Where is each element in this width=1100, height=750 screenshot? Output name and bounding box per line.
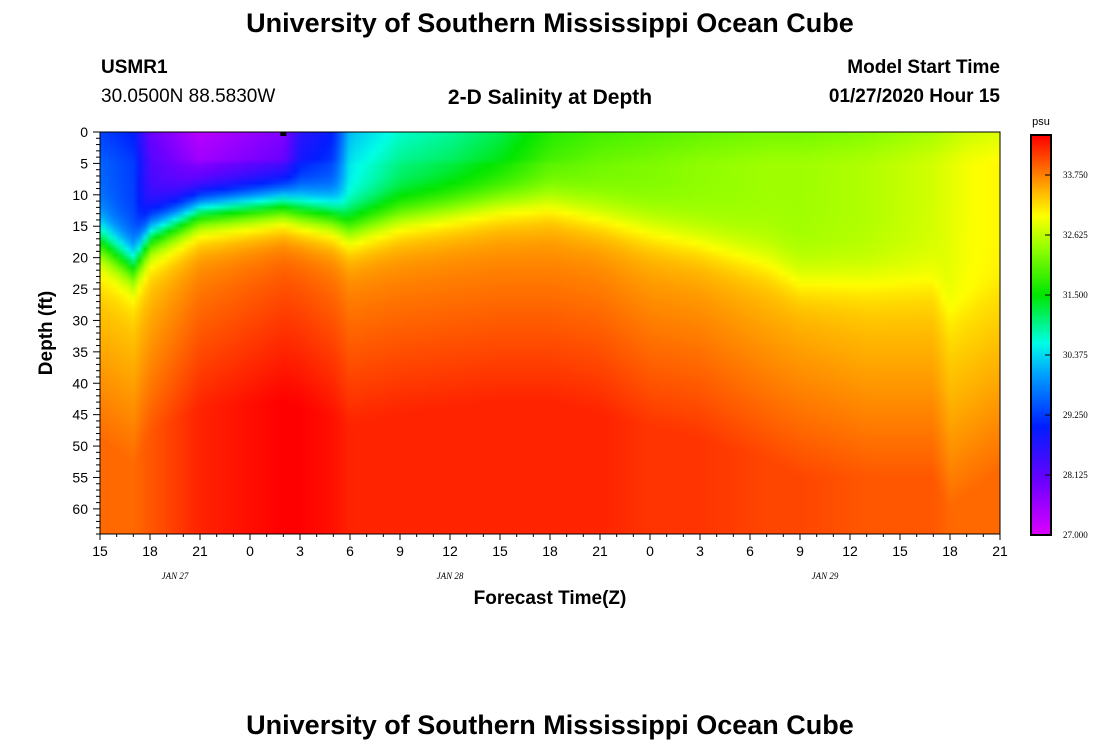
x-tick-label: 9 xyxy=(796,543,804,559)
station-id: USMR1 xyxy=(101,57,168,78)
colorbar: psu 27.000 28.125 29.250 30.375 31.500 32.625… xyxy=(1030,116,1088,540)
x-tick-label: 21 xyxy=(592,543,608,559)
y-tick-label: 55 xyxy=(72,469,88,485)
x-tick-label: 3 xyxy=(696,543,704,559)
x-tick-label: 21 xyxy=(192,543,208,559)
page-title: University of Southern Mississippi Ocean… xyxy=(246,8,854,38)
model-start-label: Model Start Time xyxy=(847,57,1000,78)
y-axis: 0 5 10 15 20 25 30 35 40 45 50 55 60 xyxy=(72,124,100,535)
chart-subtitle: 2-D Salinity at Depth xyxy=(447,86,653,109)
y-tick-label: 10 xyxy=(72,187,88,203)
x-axis-label: Forecast Time(Z) xyxy=(474,588,627,609)
x-tick-label: 0 xyxy=(246,543,254,559)
y-tick-label: 5 xyxy=(80,155,88,171)
x-tick-label: 21 xyxy=(992,543,1008,559)
x-date-label: JAN 28 xyxy=(437,571,464,581)
y-tick-label: 15 xyxy=(72,218,88,234)
y-tick-label: 35 xyxy=(72,344,88,360)
x-tick-label: 12 xyxy=(842,543,858,559)
y-tick-label: 20 xyxy=(72,250,88,266)
y-tick-label: 40 xyxy=(72,375,88,391)
colorbar-tick-label: 32.625 xyxy=(1063,230,1088,240)
x-axis: 15 18 21 0 3 6 9 12 15 18 21 0 3 6 9 12 15 18 21 JAN 27 JAN … xyxy=(92,534,1008,581)
colorbar-frame xyxy=(1030,134,1052,536)
colorbar-tick-label: 33.750 xyxy=(1063,170,1088,180)
x-tick-label: 6 xyxy=(746,543,754,559)
x-tick-label: 3 xyxy=(296,543,304,559)
model-start-time: 01/27/2020 Hour 15 xyxy=(828,86,1000,107)
x-date-label: JAN 29 xyxy=(812,571,839,581)
surface-marker xyxy=(280,132,287,136)
colorbar-tick-label: 28.125 xyxy=(1063,470,1088,480)
x-tick-label: 18 xyxy=(542,543,558,559)
station-coordinates: 30.0500N 88.5830W xyxy=(101,86,276,107)
x-tick-label: 18 xyxy=(142,543,158,559)
x-tick-label: 9 xyxy=(396,543,404,559)
y-tick-label: 25 xyxy=(72,281,88,297)
x-date-label: JAN 27 xyxy=(162,571,189,581)
salinity-heatmap xyxy=(100,132,1000,534)
x-tick-label: 15 xyxy=(892,543,908,559)
colorbar-tick-label: 27.000 xyxy=(1063,530,1088,540)
colorbar-tick-label: 30.375 xyxy=(1063,350,1088,360)
x-tick-label: 15 xyxy=(492,543,508,559)
y-tick-label: 45 xyxy=(72,407,88,423)
y-tick-label: 30 xyxy=(72,312,88,328)
y-axis-label: Depth (ft) xyxy=(36,291,57,375)
y-tick-label: 0 xyxy=(80,124,88,140)
x-tick-label: 18 xyxy=(942,543,958,559)
y-tick-label: 50 xyxy=(72,438,88,454)
x-tick-label: 12 xyxy=(442,543,458,559)
colorbar-unit: psu xyxy=(1032,116,1050,128)
x-tick-label: 6 xyxy=(346,543,354,559)
y-tick-label: 60 xyxy=(72,501,88,517)
x-tick-label: 0 xyxy=(646,543,654,559)
colorbar-tick-label: 29.250 xyxy=(1063,410,1088,420)
footer-title: University of Southern Mississippi Ocean… xyxy=(246,710,854,740)
colorbar-tick-label: 31.500 xyxy=(1063,290,1088,300)
x-tick-label: 15 xyxy=(92,543,108,559)
